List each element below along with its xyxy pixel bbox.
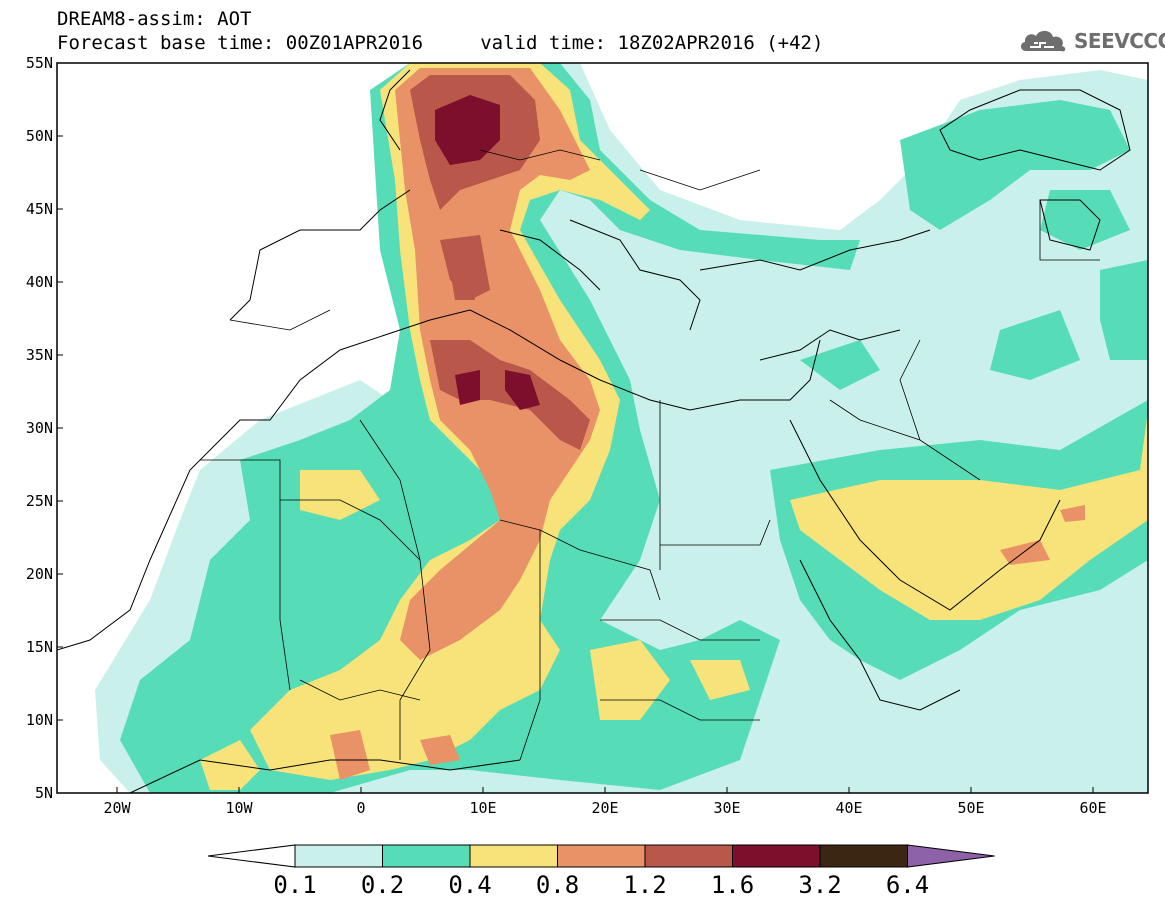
lon-tick-label: 20E	[591, 799, 618, 817]
colorbar-label: 0.2	[361, 871, 404, 899]
lat-tick-label: 55N	[26, 54, 53, 72]
lat-tick-label: 25N	[26, 492, 53, 510]
country-borders	[200, 149, 1100, 761]
colorbar-over-arrow	[907, 844, 995, 868]
colorbar-swatch	[382, 844, 471, 868]
aot-field	[57, 63, 1148, 793]
colorbar-label: 0.1	[273, 871, 316, 899]
lon-tick-label: 20W	[103, 799, 131, 817]
lon-tick-label: 10W	[225, 799, 253, 817]
lon-tick-label: 10E	[469, 799, 496, 817]
lat-tick-label: 30N	[26, 419, 53, 437]
colorbar-labels: 0.1 0.2 0.4 0.8 1.2 1.6 3.2 6.4	[273, 871, 929, 899]
seevccc-logo: SEEVCCC	[1018, 26, 1165, 56]
colorbar-label: 6.4	[886, 871, 929, 899]
logo-text: SEEVCCC	[1074, 29, 1165, 53]
longitude-labels: 20W 10W 0 10E 20E 30E 40E 50E 60E	[103, 799, 1106, 817]
colorbar-swatch	[644, 844, 733, 868]
colorbar-swatch	[469, 844, 558, 868]
lat-tick-label: 20N	[26, 565, 53, 583]
map-title: DREAM8-assim: AOT	[57, 8, 252, 30]
colorbar-swatch	[819, 844, 908, 868]
colorbar-under-arrow	[207, 844, 296, 868]
aot-level-1.6	[435, 95, 540, 410]
lat-tick-label: 35N	[26, 346, 53, 364]
lat-tick-label: 40N	[26, 273, 53, 291]
colorbar-label: 1.6	[711, 871, 754, 899]
colorbar-swatch	[294, 844, 383, 868]
colorbar-label: 0.8	[536, 871, 579, 899]
lat-tick-label: 50N	[26, 127, 53, 145]
colorbar-swatch	[557, 844, 646, 868]
colorbar-swatch	[732, 844, 821, 868]
lon-tick-label: 60E	[1079, 799, 1106, 817]
lat-tick-label: 15N	[26, 638, 53, 656]
colorbar	[207, 844, 995, 868]
lon-tick-label: 30E	[713, 799, 740, 817]
lon-tick-label: 50E	[957, 799, 984, 817]
cloud-icon	[1020, 30, 1066, 52]
map-time-info: Forecast base time: 00Z01APR2016 valid t…	[57, 32, 824, 54]
lat-tick-label: 45N	[26, 200, 53, 218]
colorbar-label: 1.2	[623, 871, 666, 899]
lon-tick-label: 0	[356, 799, 365, 817]
lat-tick-label: 5N	[35, 784, 53, 802]
colorbar-label: 0.4	[448, 871, 491, 899]
lat-tick-label: 10N	[26, 711, 53, 729]
lon-tick-label: 40E	[835, 799, 862, 817]
axis-ticks	[57, 62, 1094, 794]
coastlines	[57, 69, 1131, 793]
latitude-labels: 55N 50N 45N 40N 35N 30N 25N 20N 15N 10N 5N	[26, 54, 53, 802]
colorbar-label: 3.2	[798, 871, 841, 899]
